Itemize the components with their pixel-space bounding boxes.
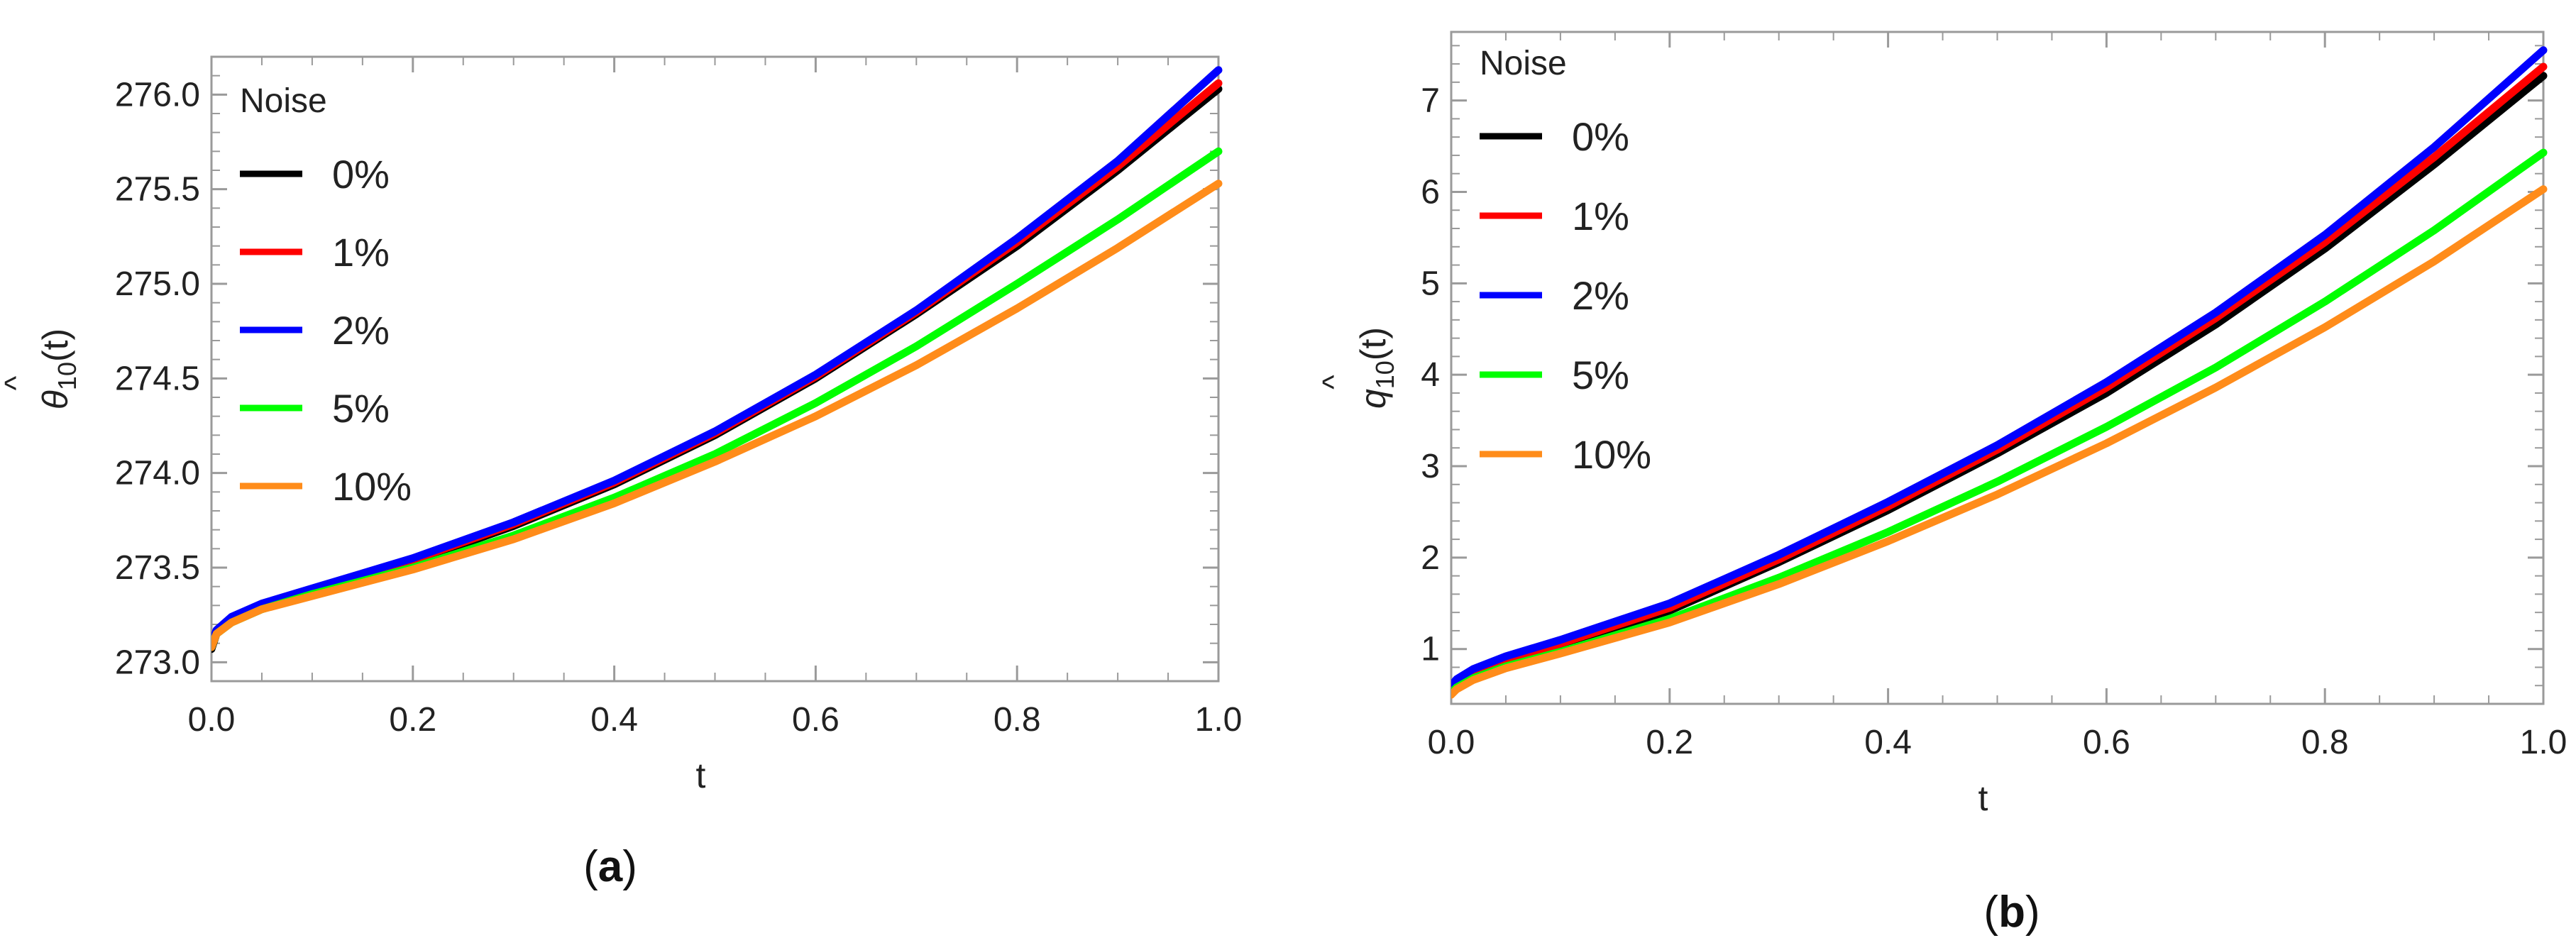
y-tick-label: 6 [1421, 173, 1440, 211]
plot-frame [210, 55, 1220, 683]
y-tick-label: 5 [1421, 265, 1440, 302]
y-tick-label: 7 [1421, 82, 1440, 120]
x-tick-label: 0.2 [1646, 724, 1693, 761]
y-tick-label: 273.5 [115, 549, 200, 587]
legend-label: 5% [332, 386, 390, 431]
x-axis-label: t [696, 756, 706, 795]
series-line-2pct [1451, 46, 2548, 690]
y-tick-label: 3 [1421, 448, 1440, 485]
series-line-10pct [211, 180, 1223, 651]
y-tick-label: 276.0 [115, 76, 200, 114]
caption-letter: a [598, 842, 623, 891]
y-tick-label: 2 [1421, 539, 1440, 577]
y-tick-label: 273.0 [115, 644, 200, 681]
legend-label: 1% [1572, 194, 1629, 238]
x-tick-label: 0.4 [590, 701, 638, 739]
y-tick-label: 274.0 [115, 455, 200, 492]
chart-panel-b: 0.0 0.2 0.4 0.6 0.8 1.0 1 2 3 4 5 6 7 t q10(t)^ Noise0%… [1316, 31, 2567, 937]
x-tick-label: 0.8 [993, 701, 1041, 739]
x-tick-label: 0.0 [1428, 724, 1475, 761]
series-line-2pct [211, 66, 1223, 648]
x-tick-label: 0.6 [2083, 724, 2130, 761]
x-tick-label: 0.6 [792, 701, 840, 739]
caption-letter: b [1998, 888, 2025, 937]
legend-label: 5% [1572, 353, 1629, 397]
y-axis-label-subscript: 10 [1370, 360, 1399, 389]
y-axis-label-suffix: (t) [1353, 327, 1393, 360]
y-axis-label-symbol: θ [35, 390, 75, 409]
caption-close: ) [622, 842, 637, 891]
y-tick-label: 274.5 [115, 360, 200, 397]
x-axis-label: t [1978, 778, 1988, 818]
x-tick-label: 0.4 [1864, 724, 1912, 761]
caption-close: ) [2025, 888, 2040, 937]
chart-panel-a: 0.0 0.2 0.4 0.6 0.8 1.0 273.0 273.5 274.0 274.5 27… [0, 55, 1243, 891]
legend-title: Noise [1480, 45, 1567, 82]
legend-label: 10% [332, 464, 412, 509]
x-tick-label: 0.0 [188, 701, 236, 739]
legend-label: 0% [332, 152, 390, 197]
legend-label: 2% [1572, 273, 1629, 318]
y-axis-label-hat: ^ [1316, 375, 1351, 390]
x-tick-label: 1.0 [1195, 701, 1243, 739]
y-axis-label: q10(t) [1353, 327, 1399, 409]
y-axis-label: θ10(t) [35, 329, 82, 409]
y-axis-label-hat: ^ [0, 375, 33, 390]
x-tick-label: 0.2 [389, 701, 436, 739]
series-group [211, 66, 1223, 653]
y-axis-label-subscript: 10 [53, 362, 82, 390]
y-tick-label: 4 [1421, 356, 1440, 394]
legend-title: Noise [240, 82, 327, 120]
y-tick-label: 1 [1421, 631, 1440, 668]
legend-label: 10% [1572, 432, 1651, 477]
x-tick-label: 0.8 [2301, 724, 2349, 761]
panel-caption: (b) [1983, 888, 2040, 937]
y-tick-label: 275.5 [115, 171, 200, 209]
caption-open: ( [1983, 888, 1998, 937]
y-axis-label-suffix: (t) [35, 329, 75, 362]
y-axis-label-symbol: q [1353, 389, 1393, 409]
panel-caption: (a) [583, 842, 637, 891]
y-tick-label: 275.0 [115, 265, 200, 303]
x-tick-label: 1.0 [2520, 724, 2567, 761]
series-group [1451, 46, 2548, 699]
caption-open: ( [583, 842, 598, 891]
legend-label: 1% [332, 230, 390, 275]
legend-label: 2% [332, 308, 390, 353]
legend-label: 0% [1572, 114, 1629, 159]
series-line-10pct [1451, 185, 2548, 699]
